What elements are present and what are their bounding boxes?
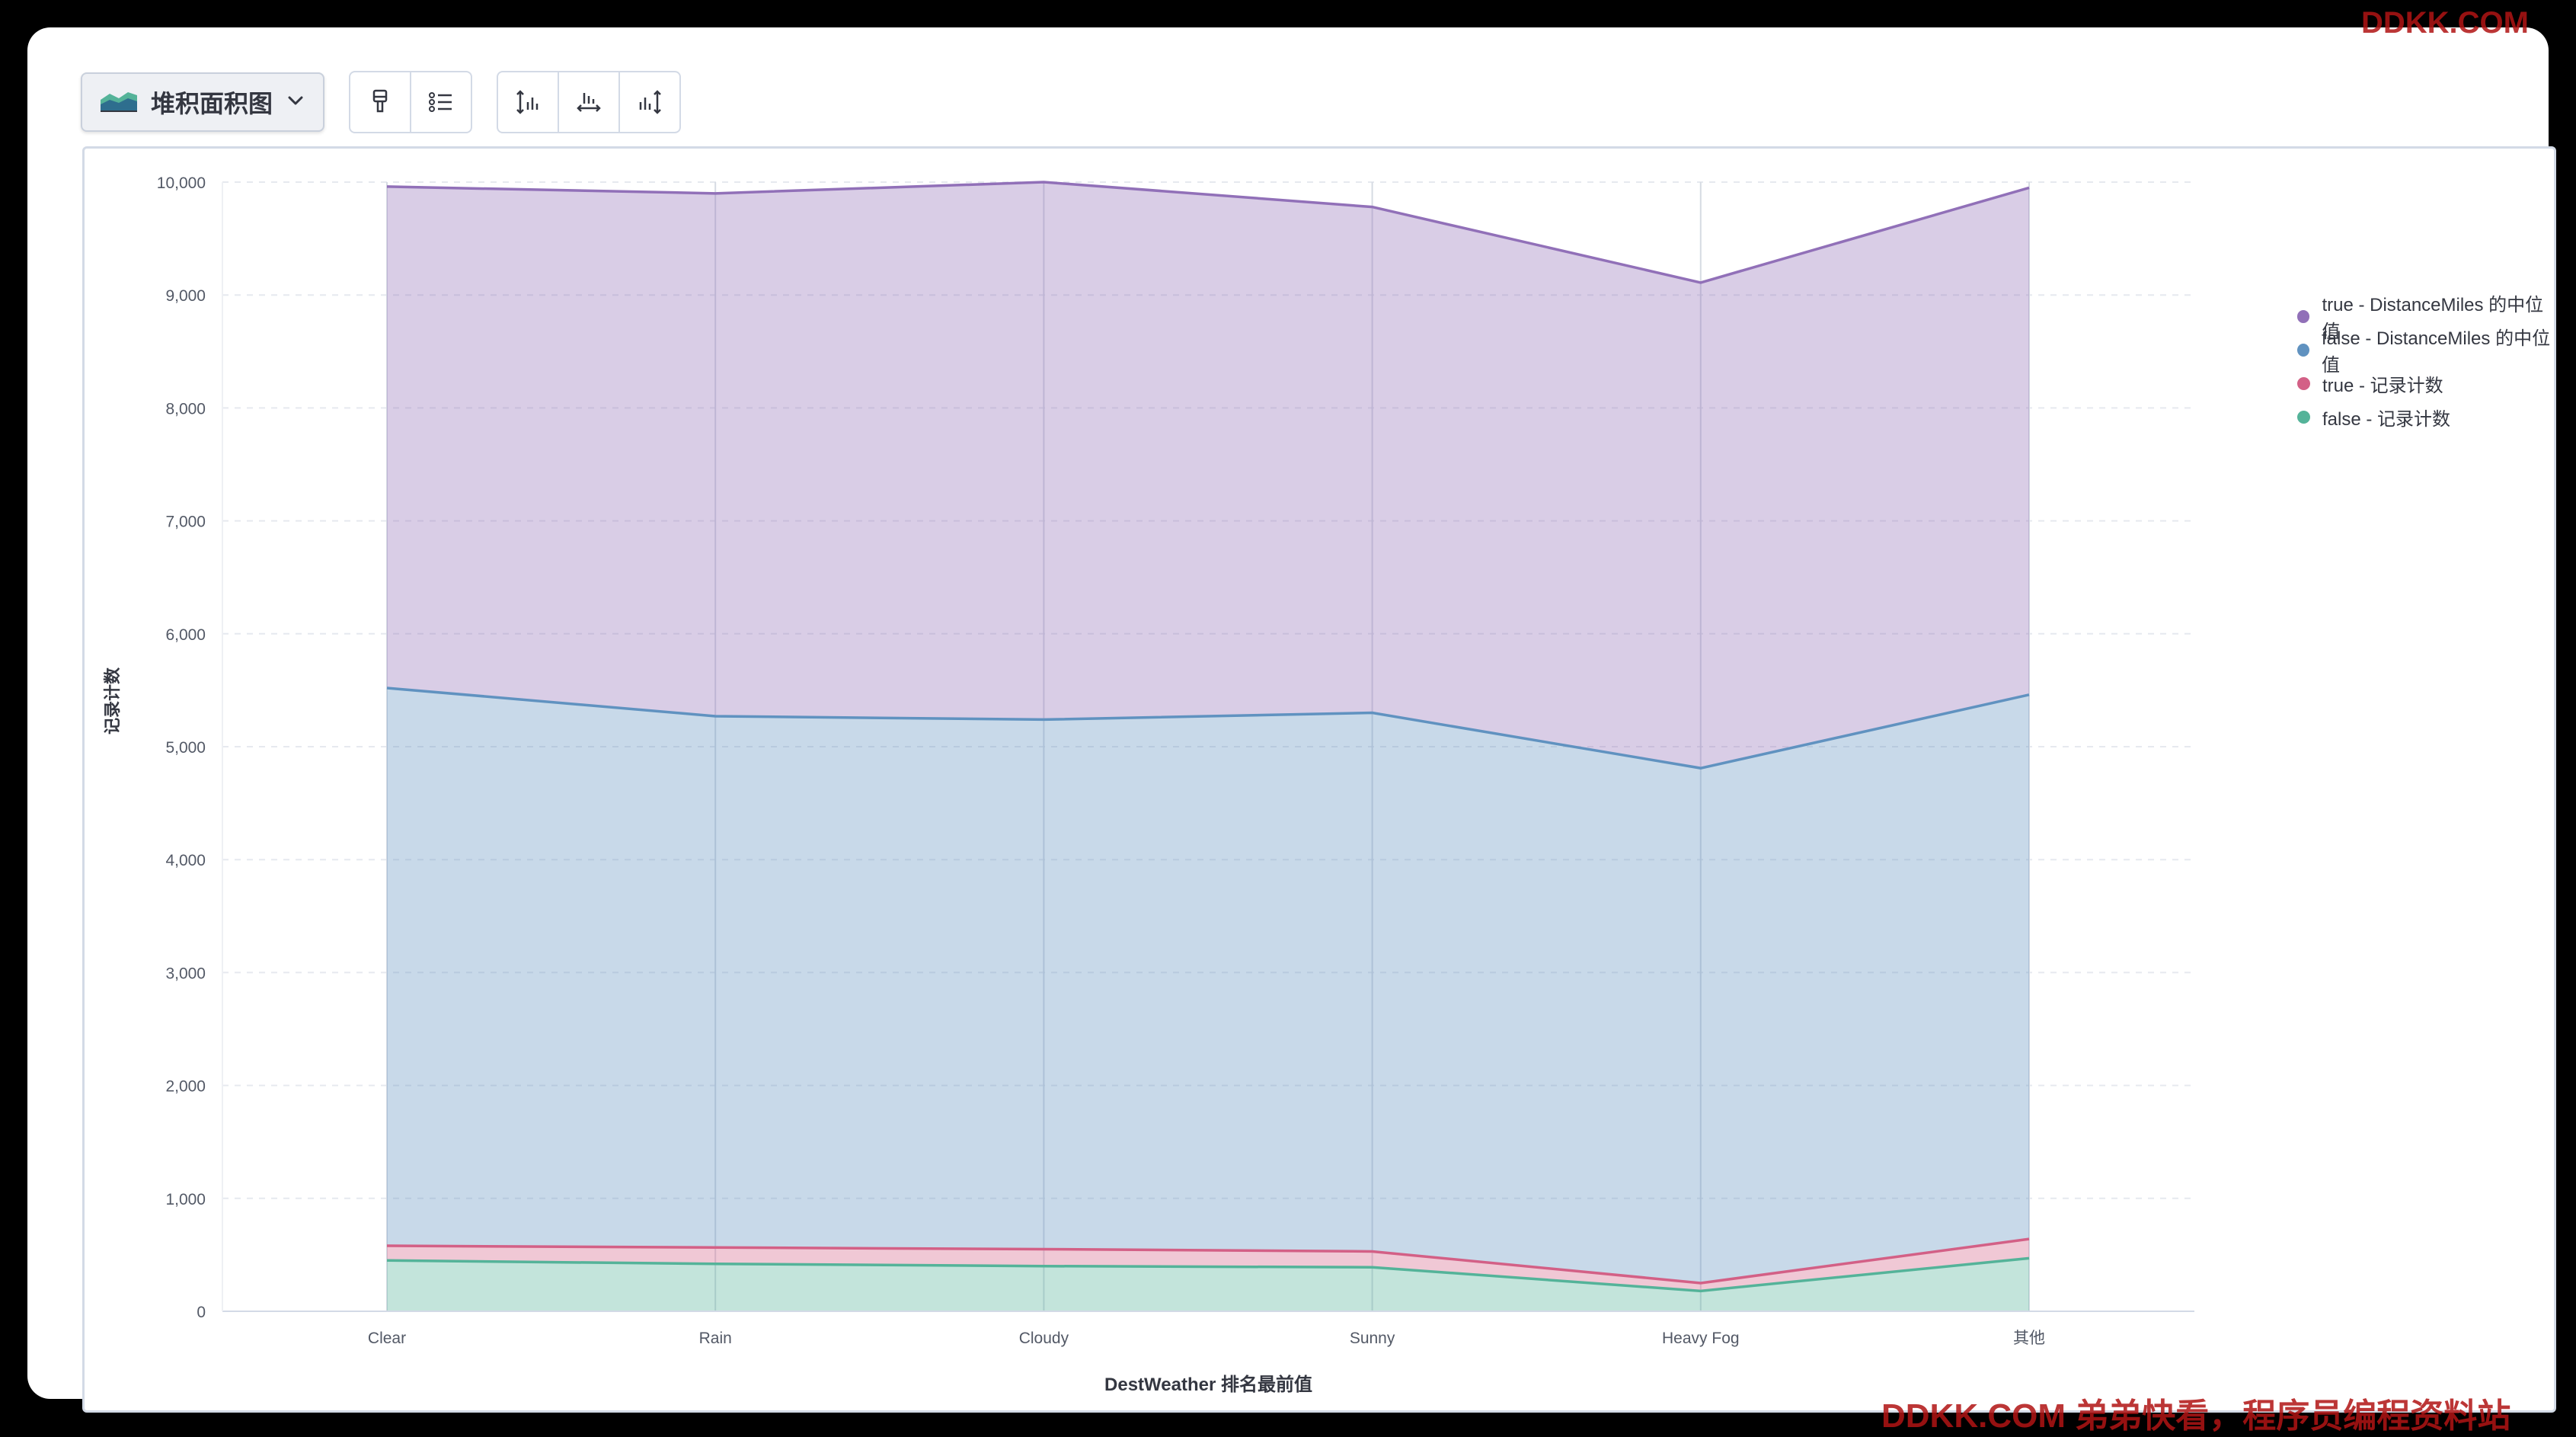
area-true---DistanceMiles-的中位值	[387, 182, 2029, 769]
legend-item[interactable]: false - 记录计数	[2297, 400, 2554, 434]
legend-item[interactable]: true - 记录计数	[2297, 366, 2554, 400]
y-tick-label: 3,000	[165, 965, 206, 982]
y-tick-label: 10,000	[157, 174, 206, 192]
vertical-axis-icon	[516, 90, 539, 114]
visualization-frame: 堆积面积图	[27, 27, 2556, 1413]
legend-label: false - DistanceMiles 的中位值	[2322, 328, 2551, 376]
legend-dot-icon	[2297, 309, 2310, 323]
y-tick-label: 6,000	[165, 626, 206, 644]
legend-label: true - DistanceMiles 的中位值	[2322, 295, 2544, 342]
chart-type-dropdown[interactable]: 堆积面积图	[81, 72, 324, 132]
y-tick-label: 5,000	[165, 739, 206, 757]
y-tick-label: 2,000	[165, 1078, 206, 1096]
y-tick-label: 8,000	[165, 400, 206, 418]
right-axis-button[interactable]	[620, 72, 679, 132]
x-axis-title: DestWeather 排名最前值	[1104, 1374, 1312, 1395]
y-tick-label: 4,000	[165, 852, 206, 869]
series-line-true---记录计数	[386, 1237, 2030, 1285]
legend-label: false - 记录计数	[2322, 408, 2451, 430]
area-false---DistanceMiles-的中位值	[387, 687, 2029, 1283]
chart-legend: true - DistanceMiles 的中位值 false - Distanc…	[2297, 295, 2554, 434]
axis-button-group	[497, 71, 681, 133]
paintbrush-button[interactable]	[350, 72, 411, 132]
chart-toolbar: 堆积面积图	[81, 71, 705, 133]
left-axis-button[interactable]	[498, 72, 559, 132]
x-tick-label: Sunny	[1350, 1330, 1395, 1347]
series-line-true---DistanceMiles-的中位值	[386, 181, 2030, 284]
y-tick-label: 9,000	[165, 287, 206, 305]
y-tick-label: 7,000	[165, 514, 206, 531]
chart-panel: 0 1,000 2,000 3,000 4,000 5,000 6,000 7,000 8,00…	[82, 146, 2556, 1413]
legend-label: true - 记录计数	[2322, 375, 2443, 396]
y-tick-label: 1,000	[165, 1191, 206, 1208]
watermark-bottom: DDKK.COM 弟弟快看，程序员编程资料站	[1881, 1397, 2511, 1435]
stacked-area-chart: 0 1,000 2,000 3,000 4,000 5,000 6,000 7,000 8,00…	[103, 174, 2194, 1395]
x-tick-label: Rain	[699, 1330, 732, 1347]
legend-settings-button[interactable]	[411, 72, 471, 132]
x-tick-label: Heavy Fog	[1662, 1330, 1740, 1347]
series-line-false---DistanceMiles-的中位值	[386, 686, 2030, 770]
legend-dot-icon	[2297, 410, 2310, 424]
y-axis-title: 记录计数	[103, 667, 122, 735]
legend-dot-icon	[2297, 376, 2310, 390]
area-chart-icon	[99, 88, 139, 117]
legend-item[interactable]: true - DistanceMiles 的中位值	[2297, 295, 2554, 342]
chevron-down-icon	[285, 90, 306, 115]
list-bullet-icon	[429, 92, 452, 112]
x-tick-label: Cloudy	[1019, 1330, 1069, 1347]
x-tick-label: Clear	[368, 1330, 406, 1347]
paintbrush-icon	[372, 89, 388, 113]
y-tick-label: 0	[197, 1304, 206, 1321]
right-axis-icon	[639, 90, 661, 114]
chart-type-label: 堆积面积图	[151, 90, 273, 117]
area-true---记录计数	[387, 1239, 2029, 1291]
area-false---记录计数	[387, 1258, 2029, 1311]
legend-dot-icon	[2297, 343, 2309, 357]
watermark-top: DDKK.COM	[2361, 6, 2529, 40]
bottom-axis-button[interactable]	[559, 72, 620, 132]
series-line-false---记录计数	[386, 1256, 2030, 1293]
style-button-group	[349, 71, 472, 133]
legend-item[interactable]: false - DistanceMiles 的中位值	[2297, 328, 2554, 376]
horizontal-axis-icon	[577, 93, 601, 112]
x-tick-label: 其他	[2013, 1330, 2045, 1347]
